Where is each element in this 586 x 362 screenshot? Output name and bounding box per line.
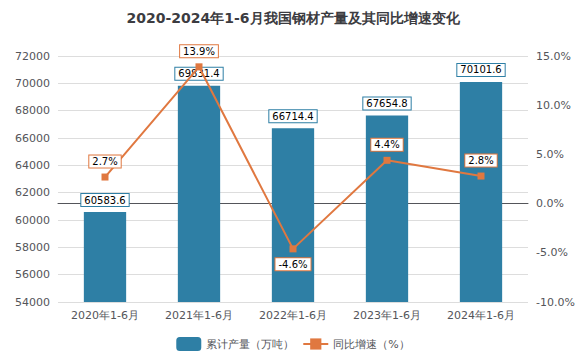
svg-text:13.9%: 13.9% — [183, 46, 215, 57]
svg-text:-10.0%: -10.0% — [536, 296, 575, 309]
svg-text:66714.4: 66714.4 — [272, 111, 313, 122]
svg-text:60000: 60000 — [15, 214, 50, 227]
svg-text:2020年1-6月: 2020年1-6月 — [71, 309, 139, 322]
svg-text:2023年1-6月: 2023年1-6月 — [353, 309, 421, 322]
svg-text:62000: 62000 — [15, 186, 50, 199]
svg-text:2.8%: 2.8% — [468, 155, 493, 166]
svg-text:2022年1-6月: 2022年1-6月 — [259, 309, 327, 322]
svg-text:10.0%: 10.0% — [536, 99, 571, 112]
svg-text:56000: 56000 — [15, 268, 50, 281]
svg-text:2020-2024年1-6月我国钢材产量及其同比增速变化: 2020-2024年1-6月我国钢材产量及其同比增速变化 — [126, 10, 460, 26]
svg-text:72000: 72000 — [15, 50, 50, 63]
svg-text:-4.6%: -4.6% — [278, 259, 307, 270]
svg-text:0.0%: 0.0% — [536, 197, 564, 210]
svg-text:58000: 58000 — [15, 241, 50, 254]
svg-text:2.7%: 2.7% — [92, 156, 117, 167]
svg-text:-5.0%: -5.0% — [536, 246, 568, 259]
svg-text:2021年1-6月: 2021年1-6月 — [165, 309, 233, 322]
svg-text:同比增速（%）: 同比增速（%） — [333, 338, 409, 351]
svg-text:68000: 68000 — [15, 104, 50, 117]
svg-text:60583.6: 60583.6 — [84, 195, 125, 206]
svg-text:70000: 70000 — [15, 77, 50, 90]
svg-text:2024年1-6月: 2024年1-6月 — [447, 309, 515, 322]
svg-text:66000: 66000 — [15, 132, 50, 145]
svg-text:5.0%: 5.0% — [536, 148, 564, 161]
svg-text:15.0%: 15.0% — [536, 50, 571, 63]
svg-text:70101.6: 70101.6 — [460, 64, 501, 75]
svg-text:69831.4: 69831.4 — [178, 68, 220, 80]
svg-text:4.4%: 4.4% — [374, 139, 399, 150]
svg-text:67654.8: 67654.8 — [366, 98, 407, 109]
svg-text:54000: 54000 — [15, 296, 50, 309]
svg-text:累计产量（万吨）: 累计产量（万吨） — [206, 338, 294, 351]
svg-text:64000: 64000 — [15, 159, 50, 172]
